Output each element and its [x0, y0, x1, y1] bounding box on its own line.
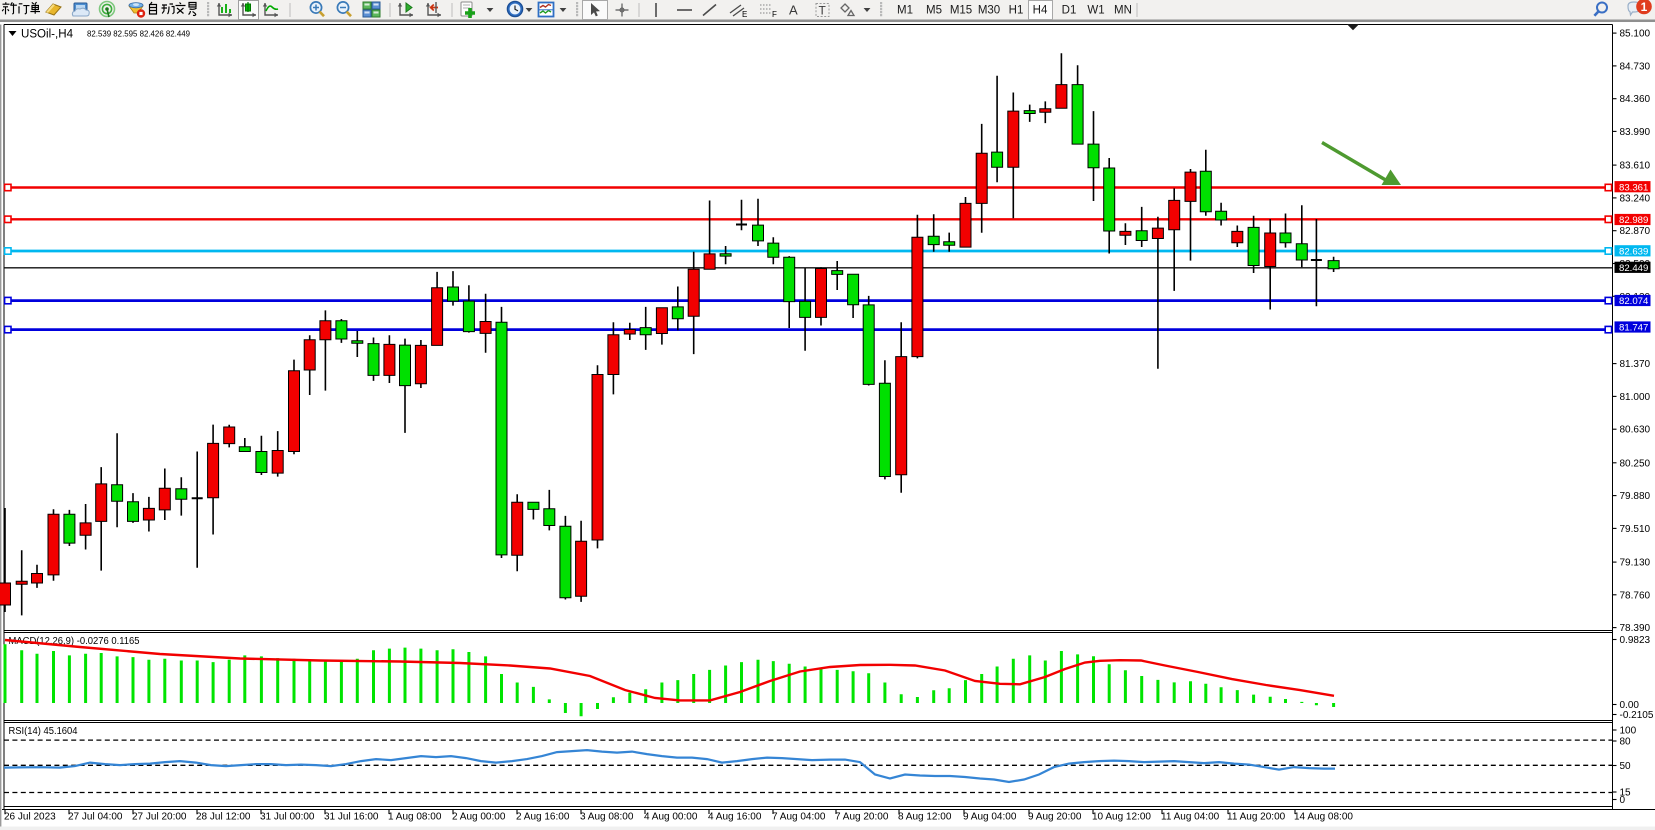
svg-text:28 Jul 12:00: 28 Jul 12:00: [196, 812, 251, 823]
svg-text:84.360: 84.360: [1620, 94, 1651, 105]
svg-text:11 Aug 20:00: 11 Aug 20:00: [1227, 812, 1286, 823]
svg-text:82.989: 82.989: [1619, 215, 1648, 226]
svg-text:MACD(12,26,9) -0.0276 0.1165: MACD(12,26,9) -0.0276 0.1165: [9, 636, 140, 647]
svg-text:82.870: 82.870: [1620, 226, 1651, 237]
svg-text:A: A: [789, 3, 798, 18]
svg-text:80.630: 80.630: [1620, 425, 1651, 436]
svg-text:82.539 82.595 82.426 82.449: 82.539 82.595 82.426 82.449: [87, 29, 190, 39]
svg-text:80.250: 80.250: [1620, 458, 1651, 469]
svg-text:14 Aug 08:00: 14 Aug 08:00: [1294, 812, 1353, 823]
svg-text:83.240: 83.240: [1620, 193, 1651, 204]
svg-text:T: T: [819, 4, 827, 18]
svg-text:31 Jul 16:00: 31 Jul 16:00: [324, 812, 379, 823]
svg-text:82.449: 82.449: [1619, 263, 1648, 274]
svg-text:9 Aug 04:00: 9 Aug 04:00: [963, 812, 1017, 823]
svg-text:H1: H1: [1009, 5, 1024, 17]
svg-text:83.610: 83.610: [1620, 161, 1651, 172]
svg-text:84.730: 84.730: [1620, 61, 1651, 72]
svg-text:80: 80: [1620, 737, 1632, 748]
svg-text:82.074: 82.074: [1619, 296, 1649, 307]
svg-text:83.361: 83.361: [1619, 182, 1648, 193]
svg-text:26 Jul 2023: 26 Jul 2023: [4, 812, 56, 823]
svg-text:E: E: [742, 10, 747, 19]
svg-text:27 Jul 04:00: 27 Jul 04:00: [68, 812, 123, 823]
svg-text:27 Jul 20:00: 27 Jul 20:00: [132, 812, 187, 823]
svg-text:2 Aug 00:00: 2 Aug 00:00: [452, 812, 506, 823]
svg-text:0.00: 0.00: [1620, 700, 1640, 711]
svg-text:81.370: 81.370: [1620, 359, 1651, 370]
svg-text:15: 15: [1620, 788, 1632, 799]
svg-text:82.639: 82.639: [1619, 246, 1648, 257]
svg-text:8 Aug 12:00: 8 Aug 12:00: [898, 812, 952, 823]
svg-text:0.9823: 0.9823: [1620, 635, 1651, 646]
svg-text:2 Aug 16:00: 2 Aug 16:00: [516, 812, 570, 823]
svg-text:81.747: 81.747: [1619, 323, 1648, 334]
svg-text:7 Aug 04:00: 7 Aug 04:00: [772, 812, 826, 823]
svg-text:4 Aug 00:00: 4 Aug 00:00: [644, 812, 698, 823]
svg-text:H4: H4: [1033, 5, 1048, 17]
svg-text:0: 0: [1620, 795, 1626, 806]
svg-text:M5: M5: [926, 5, 942, 17]
svg-text:83.990: 83.990: [1620, 127, 1651, 138]
svg-text:3 Aug 08:00: 3 Aug 08:00: [580, 812, 634, 823]
svg-text:78.390: 78.390: [1620, 623, 1651, 634]
svg-text:-0.2105: -0.2105: [1620, 710, 1654, 721]
svg-text:100: 100: [1620, 726, 1637, 737]
svg-text:78.760: 78.760: [1620, 590, 1651, 601]
svg-text:7 Aug 20:00: 7 Aug 20:00: [835, 812, 889, 823]
svg-text:USOil-,H4: USOil-,H4: [21, 29, 74, 41]
svg-text:W1: W1: [1087, 5, 1104, 17]
svg-text:M15: M15: [950, 5, 972, 17]
svg-text:1 Aug 08:00: 1 Aug 08:00: [388, 812, 442, 823]
svg-text:F: F: [772, 10, 777, 19]
svg-text:MN: MN: [1114, 5, 1132, 17]
svg-text:D1: D1: [1062, 5, 1077, 17]
svg-text:M30: M30: [978, 5, 1000, 17]
svg-text:4 Aug 16:00: 4 Aug 16:00: [708, 812, 762, 823]
svg-text:50: 50: [1620, 761, 1632, 772]
svg-text:85.100: 85.100: [1620, 29, 1651, 40]
svg-text:M1: M1: [897, 5, 913, 17]
svg-text:1: 1: [1641, 0, 1648, 14]
svg-text:9 Aug 20:00: 9 Aug 20:00: [1028, 812, 1082, 823]
svg-text:79.130: 79.130: [1620, 558, 1651, 569]
svg-text:79.880: 79.880: [1620, 491, 1651, 502]
svg-text:RSI(14) 45.1604: RSI(14) 45.1604: [9, 726, 78, 737]
svg-text:31 Jul 00:00: 31 Jul 00:00: [260, 812, 315, 823]
svg-text:81.000: 81.000: [1620, 392, 1651, 403]
svg-text:11 Aug 04:00: 11 Aug 04:00: [1161, 812, 1220, 823]
svg-text:79.510: 79.510: [1620, 524, 1651, 535]
svg-text:10 Aug 12:00: 10 Aug 12:00: [1092, 812, 1151, 823]
